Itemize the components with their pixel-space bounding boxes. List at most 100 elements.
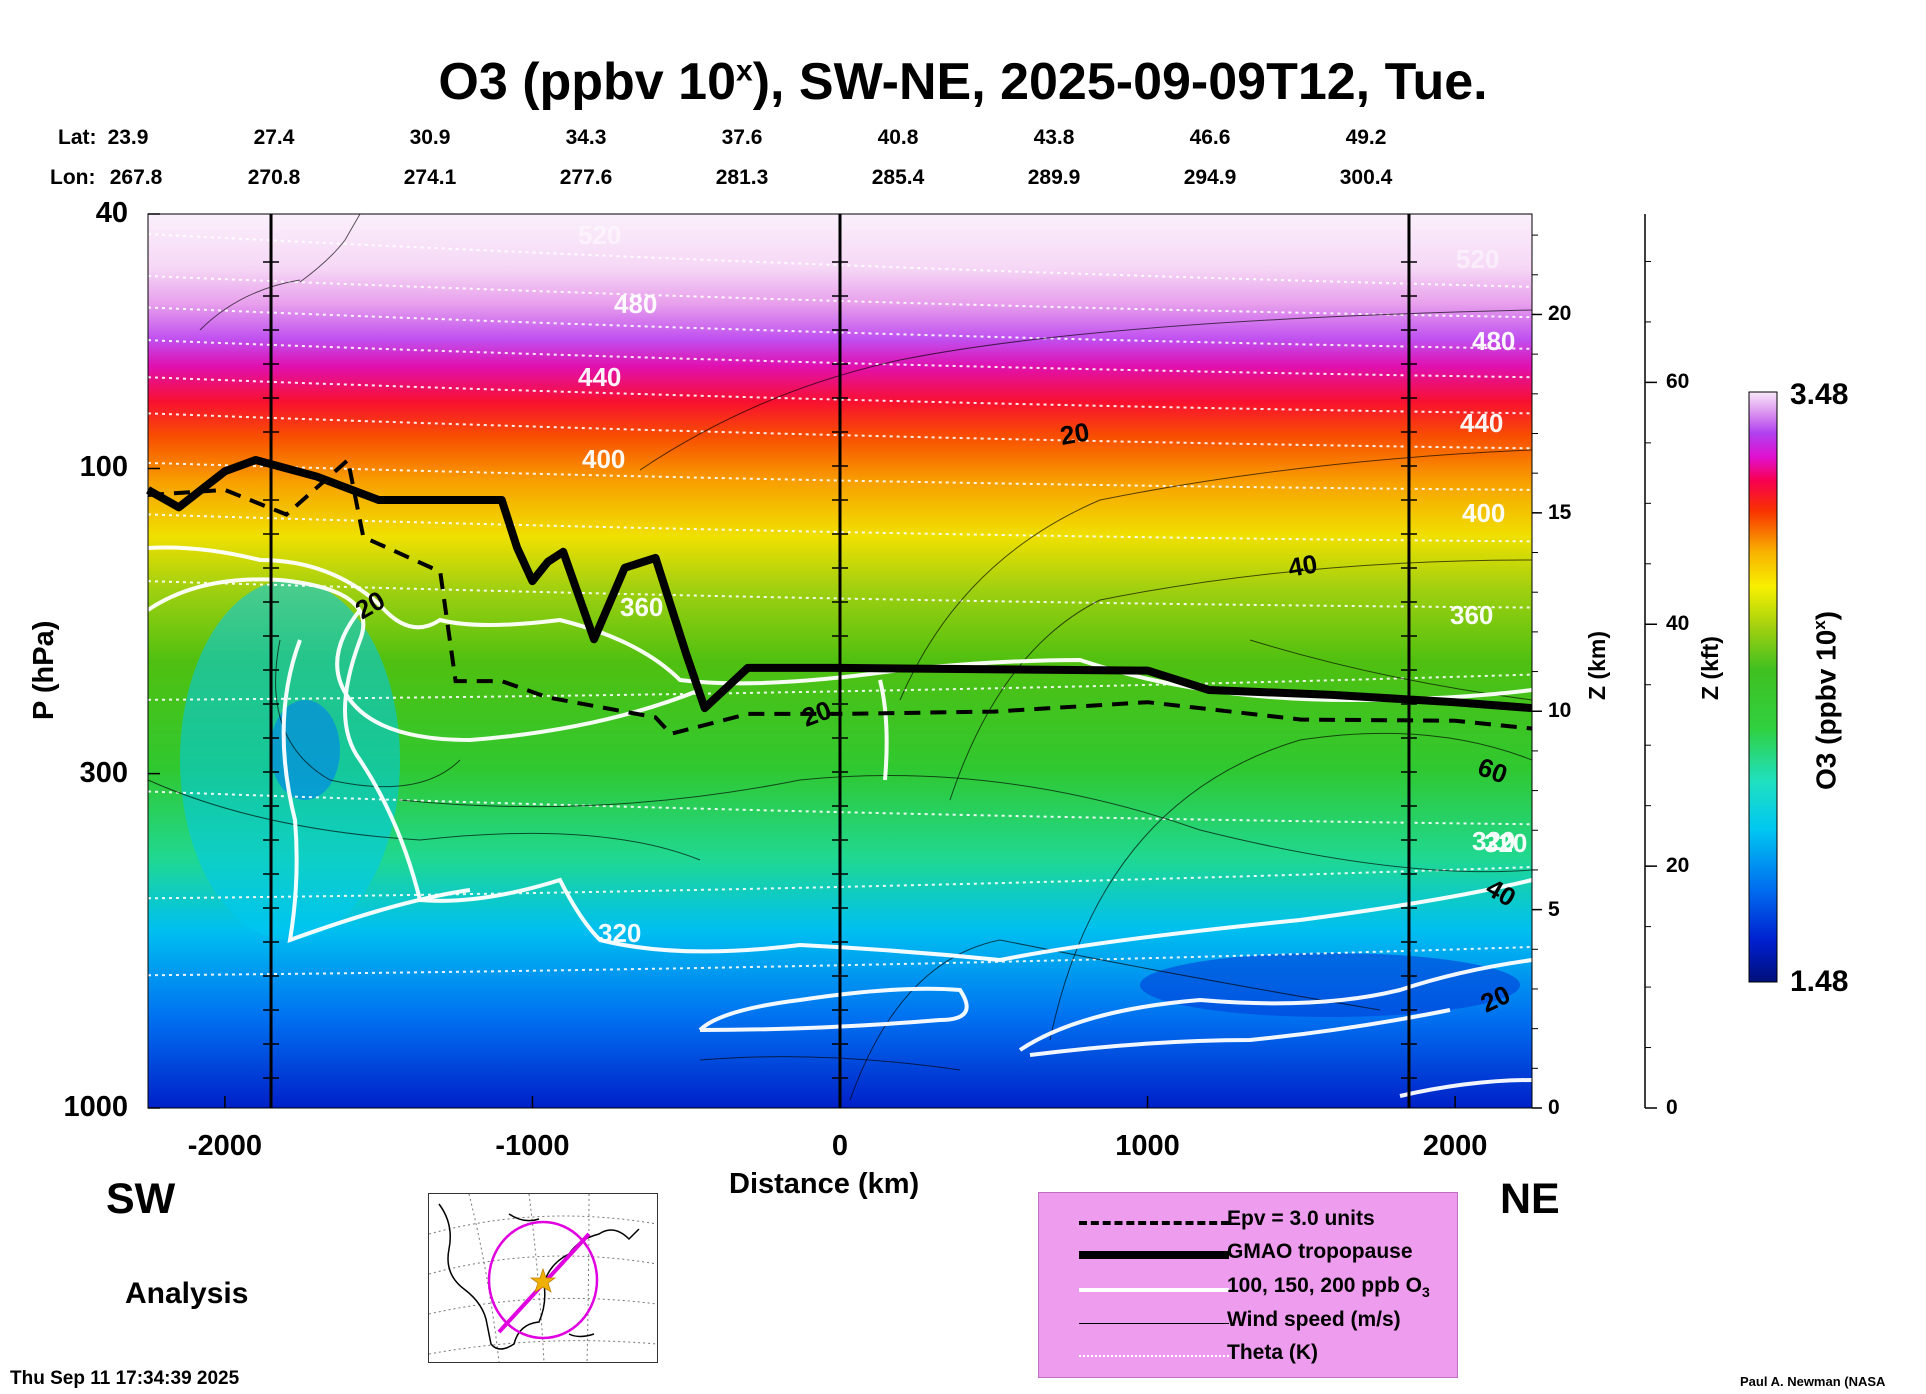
lat-value: 37.6: [721, 126, 763, 149]
colorbar-title: O3 (ppbv 10x): [1810, 610, 1842, 790]
legend-theta-swatch: [1079, 1355, 1229, 1357]
legend-theta: Theta (K): [1039, 1341, 1457, 1371]
y-tick-label: 40: [95, 197, 128, 229]
z-kft-label: 20: [1666, 854, 1690, 878]
lat-value: 43.8: [1033, 126, 1075, 149]
ozone-contour: [335, 608, 701, 743]
ozone-contour: [878, 679, 889, 781]
theta-label: 320: [1484, 828, 1527, 858]
wind-contour: [639, 309, 1533, 471]
z-kft-title: Z (kft): [1697, 636, 1723, 700]
z-km-label: 10: [1548, 699, 1572, 723]
theta-label: 440: [1460, 408, 1503, 438]
theta-label: 480: [614, 289, 657, 319]
theta-contour: [147, 945, 1533, 977]
coastline: [438, 1203, 640, 1350]
axis-ticks: [148, 213, 1542, 1109]
z-kft-label: 60: [1666, 370, 1690, 394]
theta-contour: [147, 790, 1533, 826]
wind-label: 20: [1058, 416, 1092, 451]
lon-value: 277.6: [559, 166, 613, 189]
locator-map-drawing: [429, 1194, 657, 1362]
theta-contour: [147, 306, 1533, 350]
theta-contour: [147, 580, 1533, 609]
theta-contour: [147, 513, 1533, 543]
colorbar-max: 3.48: [1790, 378, 1849, 411]
theta-contour: [147, 866, 1533, 900]
ozone-contour: [1018, 958, 1533, 1052]
wind-contour: [299, 213, 361, 283]
region-circle: [487, 1220, 599, 1340]
legend-o3: 100, 150, 200 ppb O3: [1039, 1274, 1457, 1304]
lon-value: 300.4: [1339, 166, 1393, 189]
z-kft-label: 0: [1666, 1096, 1678, 1119]
legend-tropopause-swatch: [1079, 1251, 1229, 1259]
z-km-title: Z (km): [1584, 631, 1610, 700]
lat-value: 40.8: [877, 126, 919, 149]
legend-wind-swatch: [1079, 1323, 1229, 1324]
lat-label: Lat:: [58, 126, 97, 149]
low-ozone-core: [270, 700, 340, 800]
locator-map: [428, 1193, 658, 1363]
lon-value: 281.3: [715, 166, 769, 189]
ozone-contour: [146, 577, 1533, 963]
legend-tropopause-label: GMAO tropopause: [1227, 1240, 1413, 1263]
theta-label: 440: [578, 362, 621, 392]
theta-contour: [147, 461, 1533, 491]
lat-value: 34.3: [565, 126, 607, 149]
z-kft-label: 40: [1666, 612, 1690, 636]
theta-contours: [147, 233, 1533, 977]
lat-value: 46.6: [1189, 126, 1231, 149]
theta-label: 520: [578, 220, 621, 250]
z-km-label: 15: [1548, 500, 1572, 524]
wind-contour: [849, 939, 1381, 1101]
lon-value: 285.4: [871, 166, 925, 189]
theta-contour: [147, 233, 1533, 288]
theta-label: 360: [1450, 600, 1493, 630]
wind-contour: [147, 779, 701, 861]
wind-contour: [949, 559, 1533, 801]
ozone-contour: [698, 986, 969, 1032]
theta-contour: [147, 274, 1533, 319]
wind-contour: [399, 775, 1533, 873]
legend-epv-label: Epv = 3.0 units: [1227, 1207, 1375, 1230]
theta-label: 320: [598, 918, 641, 948]
center-star: [529, 1267, 557, 1293]
lon-value: 294.9: [1183, 166, 1237, 189]
lon-label: Lon:: [50, 166, 96, 189]
lat-value: 49.2: [1345, 126, 1387, 149]
theta-contour: [147, 376, 1533, 415]
low-ozone-northeast: [1140, 953, 1520, 1017]
ozone-contour: [281, 639, 471, 944]
theta-label: 400: [582, 444, 625, 474]
wind-contour: [899, 449, 1533, 701]
ozone-contours: [146, 545, 1533, 1098]
x-tick-label: 0: [831, 1130, 849, 1162]
legend-epv-swatch: [1079, 1221, 1229, 1225]
wind-contour: [199, 279, 301, 331]
direction-ne: NE: [1500, 1175, 1560, 1223]
y-axis-title: P (hPa): [28, 620, 60, 720]
ozone-contour: [1029, 1008, 1451, 1057]
wind-label: 40: [1286, 548, 1320, 583]
wind-contour: [699, 1056, 961, 1071]
theta-label: 480: [1472, 326, 1515, 356]
legend-epv: Epv = 3.0 units: [1039, 1207, 1457, 1237]
x-tick-label: -2000: [187, 1130, 262, 1162]
z-km-label: 0: [1548, 1096, 1560, 1119]
y-tick-label: 300: [79, 756, 128, 789]
legend-wind: Wind speed (m/s): [1039, 1308, 1457, 1338]
theta-label: 360: [620, 592, 663, 622]
lat-value: 30.9: [409, 126, 451, 149]
lon-value: 270.8: [247, 166, 301, 189]
chart-title: O3 (ppbv 10x), SW-NE, 2025-09-09T12, Tue…: [438, 53, 1488, 111]
x-tick-label: -1000: [495, 1130, 570, 1162]
theta-label: 520: [1456, 244, 1499, 274]
theta-contour: [147, 412, 1533, 450]
epv-line: [147, 456, 1533, 737]
legend-tropopause: GMAO tropopause: [1039, 1240, 1457, 1270]
lon-value: 289.9: [1027, 166, 1081, 189]
wind-speed-contours: [147, 213, 1533, 1101]
